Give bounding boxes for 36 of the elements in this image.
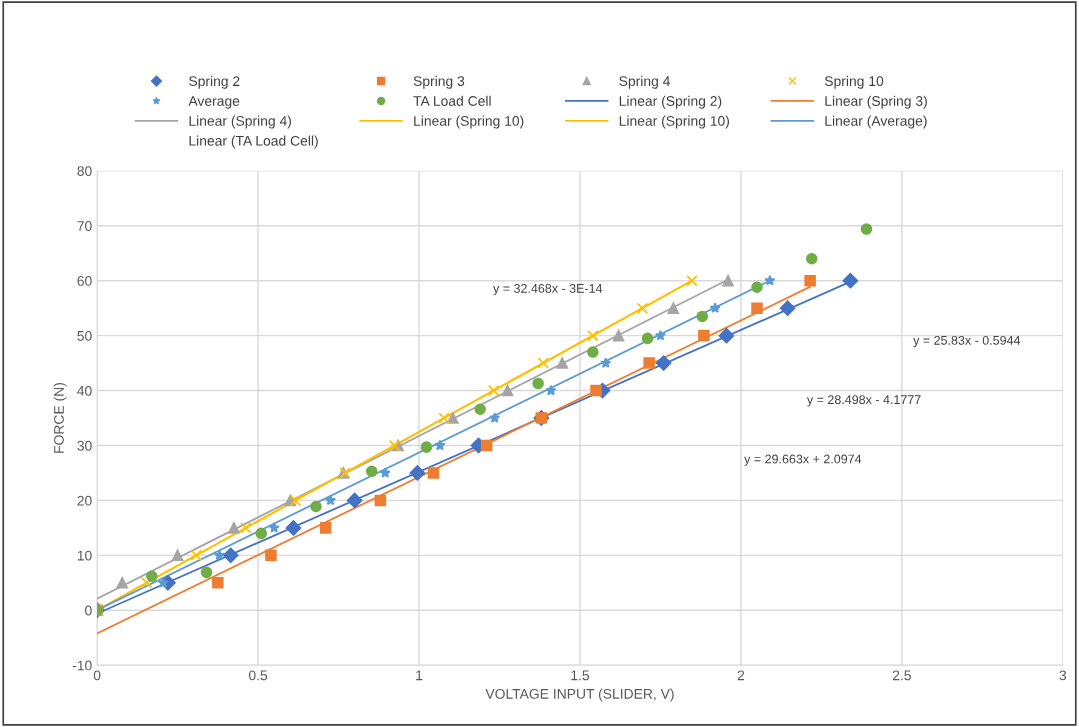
legend-label: Linear (Spring 2)	[619, 95, 722, 109]
annotation: y = 28.498x - 4.1777	[806, 395, 921, 407]
y-tick-label: 80	[77, 166, 92, 177]
x-tick-label: 1.5	[571, 670, 590, 681]
legend-label: Linear (Spring 10)	[619, 115, 729, 129]
x-tick-label: 2	[737, 670, 745, 681]
y-tick-label: 50	[77, 330, 92, 341]
y-tick-label: 10	[77, 550, 92, 561]
legend-label: Average	[188, 96, 240, 109]
y-tick-label: 60	[77, 276, 92, 286]
text: Linear (TA Load Cell)	[189, 135, 318, 149]
y-tick-label: 20	[77, 495, 92, 506]
legend-label: TA Load Cell	[413, 95, 491, 106]
annotation: y = 29.663x + 2.0974	[744, 454, 862, 466]
annotation: y = 25.83x - 0.5944	[913, 335, 1021, 348]
x-tick-label: 3	[1059, 670, 1067, 681]
x-tick-label: 1	[416, 670, 423, 681]
legend-label: Linear (Spring 10)	[414, 115, 524, 129]
y-tick-label: 0	[85, 605, 92, 616]
x-axis-title: VOLTAGE INPUT (SLIDER, V)	[485, 688, 674, 702]
legend-label: Linear (Spring 4)	[189, 115, 291, 129]
x-tick-label: 0	[93, 670, 101, 681]
legend-label: Linear (Spring 3)	[825, 95, 927, 109]
legend-label: Spring 10	[824, 75, 884, 89]
y-tick-label: 70	[77, 221, 92, 231]
legend-label: Spring 4	[619, 75, 670, 89]
annotation: y = 32.468x - 3E-14	[493, 284, 603, 296]
legend-label: Spring 2	[189, 75, 240, 89]
y-tick-label: 30	[77, 440, 92, 451]
y-tick-label: -10	[72, 660, 92, 671]
y-tick-label: 40	[77, 385, 92, 396]
x-tick-label: 2.5	[892, 670, 911, 681]
x-tick-label: 0.5	[248, 670, 268, 681]
legend-label: Linear (Average)	[825, 115, 927, 129]
legend-label: Spring 3	[413, 75, 465, 89]
y-axis-title: FORCE (N)	[53, 383, 67, 453]
